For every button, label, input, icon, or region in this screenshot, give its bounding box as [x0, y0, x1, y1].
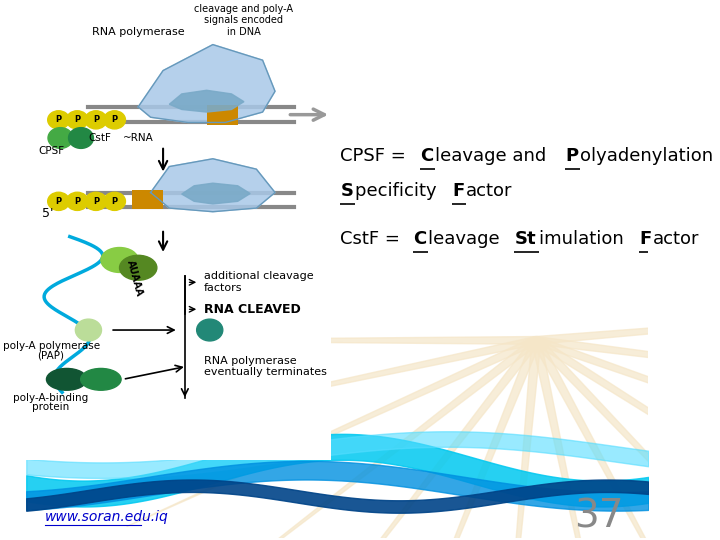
Polygon shape [532, 339, 720, 540]
Text: P: P [565, 147, 578, 165]
Bar [132, 191, 163, 209]
Ellipse shape [48, 111, 69, 129]
Text: CstF: CstF [89, 133, 112, 143]
Text: AUAAA: AUAAA [125, 259, 145, 298]
Text: leavage: leavage [428, 230, 505, 248]
Text: protein: protein [32, 402, 70, 412]
Ellipse shape [104, 111, 125, 129]
Text: 5': 5' [42, 207, 53, 220]
Polygon shape [283, 338, 540, 540]
Polygon shape [536, 336, 720, 399]
Bar [207, 105, 238, 125]
Text: actor: actor [653, 230, 700, 248]
Polygon shape [127, 337, 539, 526]
Polygon shape [169, 90, 244, 112]
Polygon shape [70, 336, 536, 345]
Text: RNA polymerase: RNA polymerase [92, 27, 184, 37]
Ellipse shape [104, 192, 125, 211]
Text: RNA polymerase
eventually terminates: RNA polymerase eventually terminates [204, 355, 326, 377]
Polygon shape [181, 183, 250, 204]
Text: poly-A polymerase: poly-A polymerase [3, 341, 99, 352]
Polygon shape [84, 336, 537, 436]
Text: pecificity: pecificity [355, 182, 442, 200]
Text: cleavage and poly-A
signals encoded
in DNA: cleavage and poly-A signals encoded in D… [194, 4, 294, 37]
Text: P: P [74, 116, 81, 124]
Ellipse shape [81, 368, 121, 390]
Ellipse shape [85, 111, 107, 129]
Polygon shape [534, 337, 720, 491]
Polygon shape [533, 338, 720, 540]
Text: actor: actor [466, 182, 513, 200]
Text: F: F [639, 230, 652, 248]
Ellipse shape [120, 255, 157, 280]
Polygon shape [501, 340, 541, 540]
Text: S: S [341, 182, 354, 200]
Polygon shape [194, 338, 539, 540]
Text: F: F [452, 182, 464, 200]
Ellipse shape [197, 319, 222, 341]
Text: P: P [112, 116, 117, 124]
Ellipse shape [68, 127, 94, 149]
Text: C: C [420, 147, 433, 165]
Text: RNA CLEAVED: RNA CLEAVED [204, 303, 300, 316]
Ellipse shape [85, 192, 107, 211]
Polygon shape [536, 302, 720, 345]
Text: leavage and: leavage and [435, 147, 552, 165]
Text: poly-A-binding: poly-A-binding [14, 393, 89, 403]
Text: ~RNA: ~RNA [122, 133, 153, 143]
Ellipse shape [76, 319, 102, 341]
Polygon shape [138, 45, 275, 123]
Polygon shape [387, 339, 541, 540]
Polygon shape [534, 338, 720, 540]
Text: P: P [55, 116, 62, 124]
Text: (PAP): (PAP) [37, 351, 65, 361]
Text: P: P [93, 116, 99, 124]
Polygon shape [150, 159, 275, 212]
Ellipse shape [66, 192, 88, 211]
Polygon shape [531, 340, 617, 540]
Ellipse shape [66, 111, 88, 129]
Text: P: P [112, 197, 117, 206]
Text: CstF =: CstF = [341, 230, 406, 248]
Text: additional cleavage
factors: additional cleavage factors [204, 272, 313, 293]
Text: St: St [515, 230, 536, 248]
Text: CPSF =: CPSF = [341, 147, 412, 165]
Ellipse shape [47, 368, 87, 390]
Text: P: P [93, 197, 99, 206]
Text: CPSF: CPSF [39, 146, 65, 156]
Ellipse shape [48, 127, 73, 149]
Text: imulation: imulation [539, 230, 629, 248]
Text: P: P [74, 197, 81, 206]
Bar [26, 34, 331, 460]
Text: www.soran.edu.iq: www.soran.edu.iq [45, 510, 168, 524]
Ellipse shape [101, 247, 138, 273]
Text: olyadenylation: olyadenylation [580, 147, 713, 165]
Text: P: P [55, 197, 62, 206]
Text: C: C [413, 230, 427, 248]
Ellipse shape [48, 192, 69, 211]
Text: 37: 37 [574, 498, 624, 536]
